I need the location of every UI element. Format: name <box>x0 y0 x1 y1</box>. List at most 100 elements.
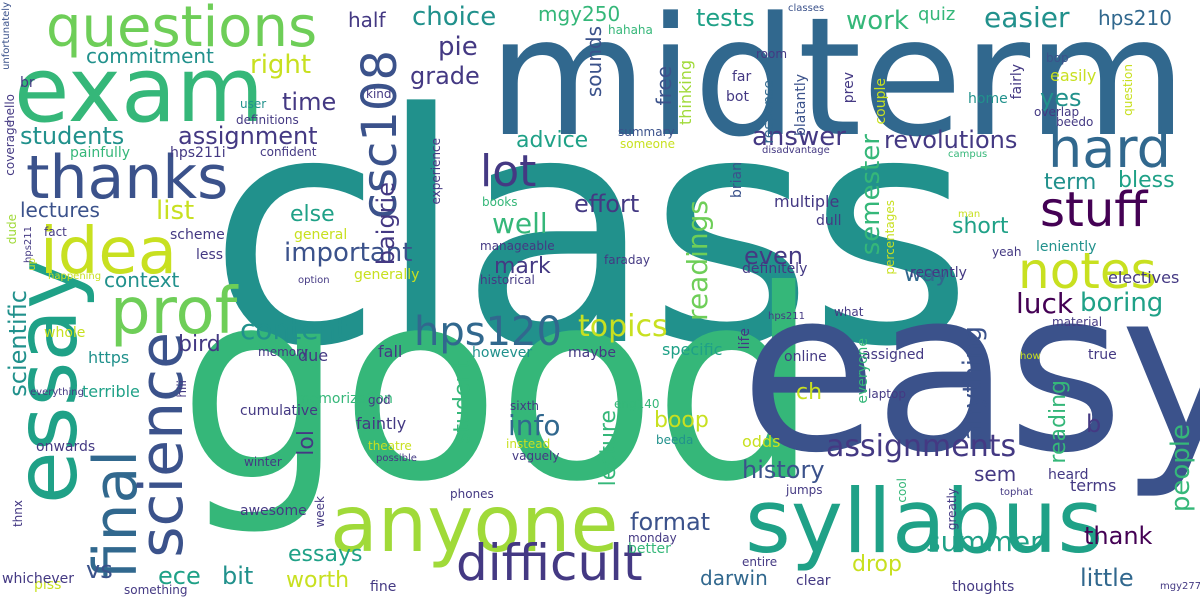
word-multiple: multiple <box>774 192 840 211</box>
word-scientific: scientific <box>4 290 32 397</box>
word-lol: lol <box>294 430 319 456</box>
word-dull: dull <box>816 213 842 229</box>
word-fact: fact <box>44 225 67 239</box>
word-odds: eng140 <box>614 397 660 411</box>
word-hps120: hps120 <box>414 309 562 355</box>
word-overlap: overlap <box>1034 105 1080 119</box>
word-someone: someone <box>620 137 675 151</box>
word-hps211i: hps211i <box>170 145 226 161</box>
word-assigned: how <box>1020 351 1041 362</box>
word-laptop: sixth <box>510 399 539 413</box>
word-confident: confident <box>260 145 317 159</box>
word-hello: hello <box>3 94 17 123</box>
word-vaguely: beeda <box>656 433 694 447</box>
word-possible: instead <box>506 437 551 451</box>
word-happening: happening <box>48 271 102 282</box>
word-idea: idea <box>40 215 177 289</box>
word-eng140: god <box>368 393 391 407</box>
word-campus: campus <box>948 149 988 160</box>
word-scheme: scheme <box>170 227 225 243</box>
word-books: books <box>482 195 518 209</box>
word-less: less <box>196 247 224 263</box>
word-well: well <box>492 207 548 240</box>
word-classes: classes <box>788 3 825 14</box>
word-summer: summer <box>926 525 1042 558</box>
word-terrible: life <box>737 328 753 350</box>
word-tests: tests <box>696 4 755 32</box>
word-week: phones <box>450 487 494 501</box>
word-truehow: material <box>1052 315 1103 329</box>
word-prof: prof <box>110 275 238 349</box>
word-even: even <box>744 242 803 270</box>
word-definitely: definitely <box>742 261 808 277</box>
word-format: format <box>630 508 711 536</box>
word-content: content <box>240 313 348 346</box>
word-revolutions: revolutions <box>884 126 1018 154</box>
word-memory: memory <box>258 345 309 359</box>
word-fairly: fairly <box>1009 64 1025 100</box>
word-lot: lot <box>480 146 537 197</box>
word-generally: generally <box>354 267 420 283</box>
word-choice: choice <box>412 2 497 32</box>
word-advice: advice <box>516 128 589 153</box>
word-room: room <box>756 47 788 61</box>
word-half: half <box>348 8 386 32</box>
word-thinking: thinking <box>676 60 695 126</box>
word-definitions: definitions <box>236 113 299 127</box>
word-else: else <box>290 202 335 227</box>
word-history: history <box>742 456 825 484</box>
word-assignment: assignment <box>178 122 318 150</box>
word-memorization: hiii <box>175 380 189 398</box>
word-question: question <box>1121 64 1135 116</box>
word-entire: monday <box>628 531 677 545</box>
word-easier: easier <box>984 1 1070 34</box>
word-brian: brian <box>729 162 745 198</box>
word-cumulative: everything <box>30 387 84 398</box>
word-unfortunately: unfortunately <box>1 2 12 70</box>
word-bless: bless <box>1118 168 1175 193</box>
word-luck: luck <box>1016 287 1074 320</box>
word-summary: summary <box>618 125 675 139</box>
word-sounds: sounds <box>582 26 606 98</box>
word-way: way <box>904 262 949 287</box>
word-bird: bird <box>178 332 221 357</box>
word-faintly: possible <box>376 453 417 464</box>
word-general: general <box>294 227 348 243</box>
word-prev: prev <box>841 72 857 104</box>
word-topics: topics <box>578 309 668 344</box>
word-hps211what: hps211 <box>768 311 805 322</box>
word-right: right <box>250 50 312 80</box>
word-semester: semester <box>856 134 886 256</box>
word-boop: boop <box>654 408 709 433</box>
word-bot: bot <box>726 89 749 105</box>
word-thank: thank <box>1084 522 1153 550</box>
word-monday: awesome <box>240 503 307 519</box>
word-terms: greatly <box>945 488 959 531</box>
word-manageable: manageable <box>480 239 555 253</box>
word-user: user <box>240 97 267 111</box>
word-little: little <box>1080 564 1134 592</box>
word-kind: kind <box>366 87 392 101</box>
word-hiii: terrible <box>82 382 140 401</box>
word-effort: effort <box>574 190 640 218</box>
word-up: up <box>27 258 38 271</box>
word-yes: yes <box>1040 84 1082 112</box>
word-maybe: maybe <box>568 345 617 361</box>
word-god: cumulative <box>240 403 318 419</box>
word-quiz: quiz <box>918 4 956 25</box>
word-dudehps211: dude <box>5 214 19 245</box>
word-greatly: entire <box>742 555 778 569</box>
word-whichever: tophat <box>1000 487 1033 498</box>
word-students: students <box>20 122 125 150</box>
word-readings: readings <box>681 200 714 321</box>
word-jumps: cool <box>895 478 909 503</box>
word-response: response <box>761 80 777 144</box>
word-midterm: midterm <box>488 0 1187 173</box>
word-class: class <box>208 46 973 416</box>
word-short: short <box>952 214 1009 239</box>
word-blatantly: blatantly <box>793 74 809 136</box>
word-people: people <box>1166 424 1196 513</box>
word-cool: better <box>628 541 671 557</box>
word-thanks: thanks <box>26 143 229 213</box>
